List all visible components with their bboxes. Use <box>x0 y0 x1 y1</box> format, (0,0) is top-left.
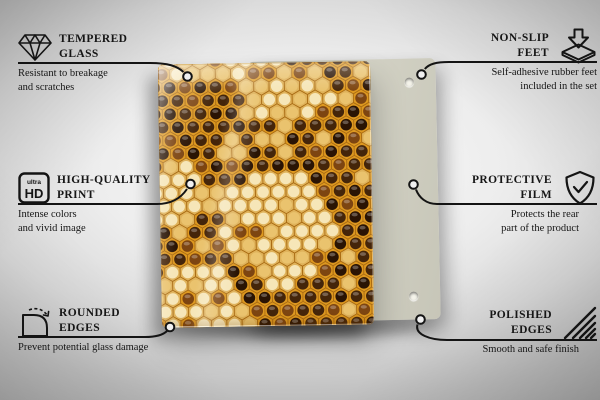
callout-head: TEMPERED GLASS <box>18 30 208 63</box>
non-slip-feet-icon <box>561 28 596 63</box>
callout-description: Intense colors and vivid image <box>18 208 208 236</box>
callout-title: TEMPERED GLASS <box>59 32 127 62</box>
callout-title-line: ROUNDED <box>59 306 120 319</box>
ultra-label: ultra <box>27 179 41 186</box>
callout-desc-line: Protects the rear <box>510 209 579 220</box>
callout-head: ROUNDED EDGES <box>18 304 208 337</box>
callout-title-line: GLASS <box>59 47 99 60</box>
callout-title-line: FEET <box>517 46 549 59</box>
rounded-corner-icon <box>22 307 50 337</box>
shield-check-icon <box>565 170 595 205</box>
callout-desc-line: Intense colors <box>18 209 77 220</box>
callout-head: NON-SLIP FEET <box>407 28 597 63</box>
callout-title: NON-SLIP FEET <box>491 31 549 61</box>
callout-title-line: EDGES <box>59 321 100 334</box>
callout-head: ultra HD HIGH-QUALITY PRINT <box>18 171 208 204</box>
callout-tempered-glass: TEMPERED GLASS Resistant to breakage and… <box>18 30 208 95</box>
callout-desc-line: included in the set <box>520 81 597 92</box>
callout-title: HIGH-QUALITY PRINT <box>57 173 151 203</box>
callout-title-line: TEMPERED <box>59 32 128 45</box>
callout-head: PROTECTIVE FILM <box>407 170 597 205</box>
callout-polished-edges: POLISHED EDGES Smooth and safe finish <box>407 306 597 357</box>
callout-description: Self-adhesive rubber feet included in th… <box>407 66 597 94</box>
diamond-icon <box>18 33 52 61</box>
hatch-lines-icon <box>563 306 597 339</box>
callout-title-line: EDGES <box>511 323 552 336</box>
callout-desc-line: part of the product <box>501 223 579 234</box>
callout-protective-film: PROTECTIVE FILM Protects the rear part o… <box>407 170 597 236</box>
callout-title: POLISHED EDGES <box>489 308 552 338</box>
callout-non-slip-feet: NON-SLIP FEET Self-adhesive rubber feet … <box>407 28 597 94</box>
callout-high-quality-print: ultra HD HIGH-QUALITY PRINT Intense colo… <box>18 171 208 236</box>
callout-description: Prevent potential glass damage <box>18 341 208 355</box>
callout-description: Smooth and safe finish <box>407 343 597 357</box>
callout-title-line: FILM <box>520 188 552 201</box>
mounting-hole <box>409 291 419 301</box>
ultra-hd-icon: ultra HD <box>18 171 50 204</box>
callout-head: POLISHED EDGES <box>407 306 597 339</box>
callout-title-line: PRINT <box>57 188 95 201</box>
glass-panel <box>157 61 375 328</box>
callout-title-line: NON-SLIP <box>490 31 549 44</box>
callout-description: Protects the rear part of the product <box>407 208 597 236</box>
callout-title: ROUNDED EDGES <box>59 306 120 336</box>
callout-rounded-edges: ROUNDED EDGES Prevent potential glass da… <box>18 304 208 355</box>
callout-desc-line: Resistant to breakage <box>18 68 108 79</box>
callout-desc-line: Self-adhesive rubber feet <box>491 67 597 78</box>
callout-description: Resistant to breakage and scratches <box>18 67 208 95</box>
callout-desc-line: and vivid image <box>18 223 86 234</box>
callout-desc-line: Smooth and safe finish <box>482 344 579 355</box>
callout-title-line: HIGH-QUALITY <box>57 173 151 186</box>
callout-desc-line: Prevent potential glass damage <box>18 342 149 353</box>
callout-desc-line: and scratches <box>18 82 75 93</box>
hd-label: HD <box>25 186 44 201</box>
callout-title-line: PROTECTIVE <box>471 173 552 186</box>
callout-title-line: POLISHED <box>489 308 552 321</box>
callout-title: PROTECTIVE FILM <box>472 173 552 203</box>
